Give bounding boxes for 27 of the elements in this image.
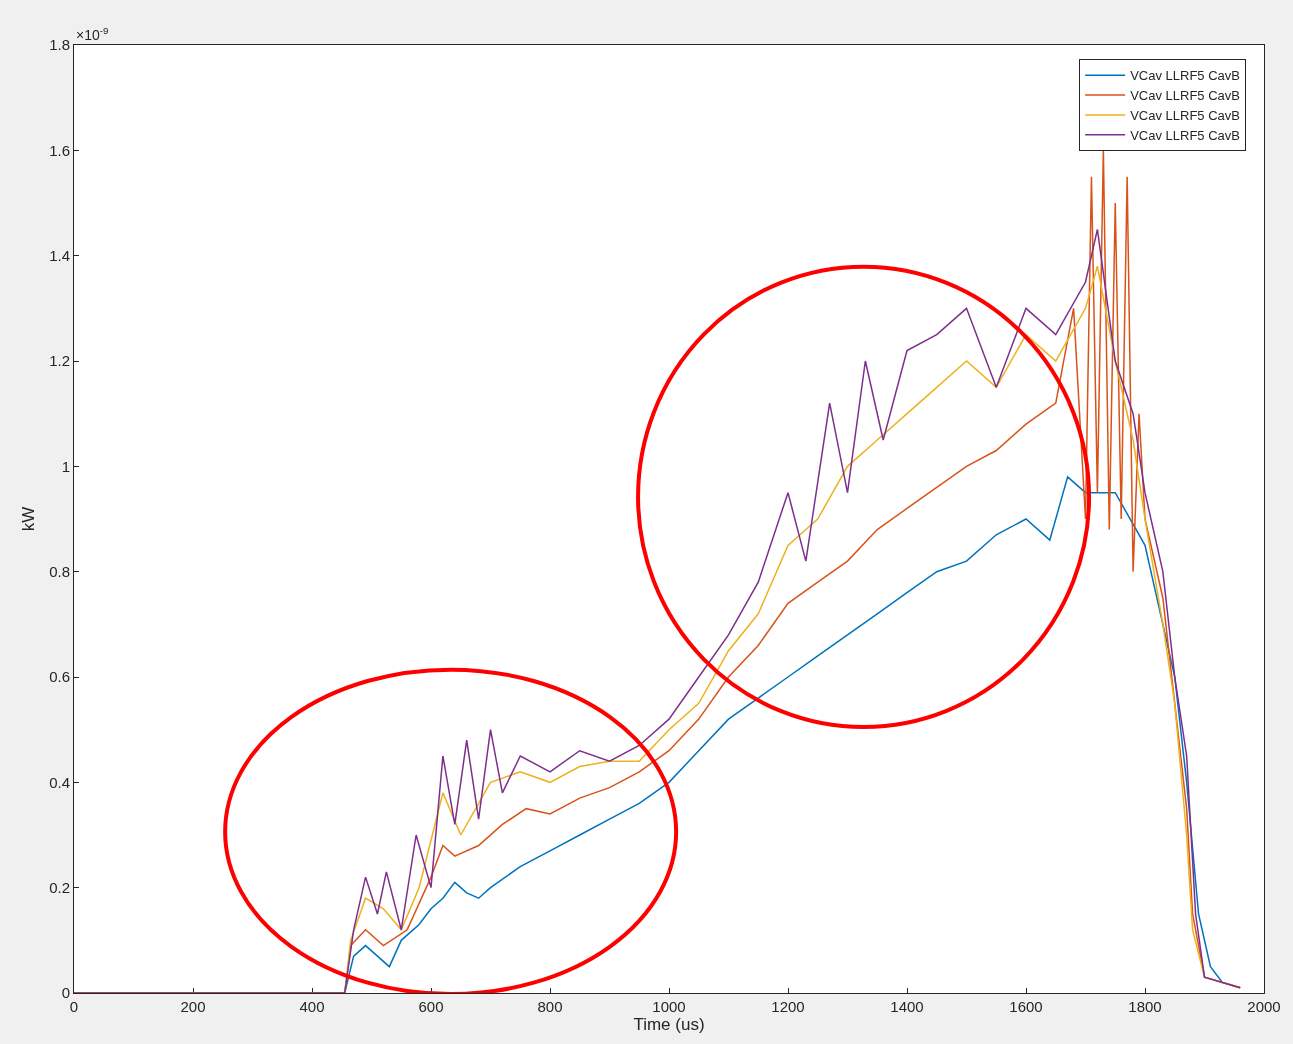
x-axis-title: Time (us): [633, 1015, 705, 1035]
text: ×10$^{-9}$: [76, 25, 109, 43]
y-tick-label: 0: [61, 984, 70, 1002]
x-tick-label: 600: [418, 998, 444, 1015]
x-tick-label: 800: [537, 998, 563, 1015]
y-tick-label: 1.2: [49, 352, 70, 370]
x-tick-label: 1600: [1009, 998, 1043, 1015]
x-tick-label: 1200: [771, 998, 805, 1015]
y-tick-label: 1.4: [49, 246, 70, 264]
y-tick-label: 0.2: [49, 878, 70, 896]
y-tick-label: 1.6: [49, 141, 70, 159]
legend-label: VCav LLRF5 CavB: [1130, 68, 1240, 84]
x-tick-label: 1400: [890, 998, 924, 1015]
y-tick-label: 0.8: [49, 562, 70, 580]
y-tick-label: 0.4: [49, 773, 70, 791]
x-tick-label: 200: [180, 998, 206, 1015]
y-axis-title: kW: [18, 506, 38, 532]
x-tick-label: 1800: [1128, 998, 1162, 1015]
y-tick-label: 0.6: [49, 668, 70, 686]
legend-label: VCav LLRF5 CavB: [1130, 108, 1240, 124]
x-tick-label: 2000: [1247, 998, 1281, 1015]
legend-label: VCav LLRF5 CavB: [1130, 127, 1240, 143]
y-tick-label: 1: [61, 457, 70, 475]
legend-label: VCav LLRF5 CavB: [1130, 88, 1240, 104]
x-tick-label: 1000: [652, 998, 686, 1015]
y-tick-label: 1.8: [49, 36, 70, 54]
x-tick-label: 400: [299, 998, 325, 1015]
